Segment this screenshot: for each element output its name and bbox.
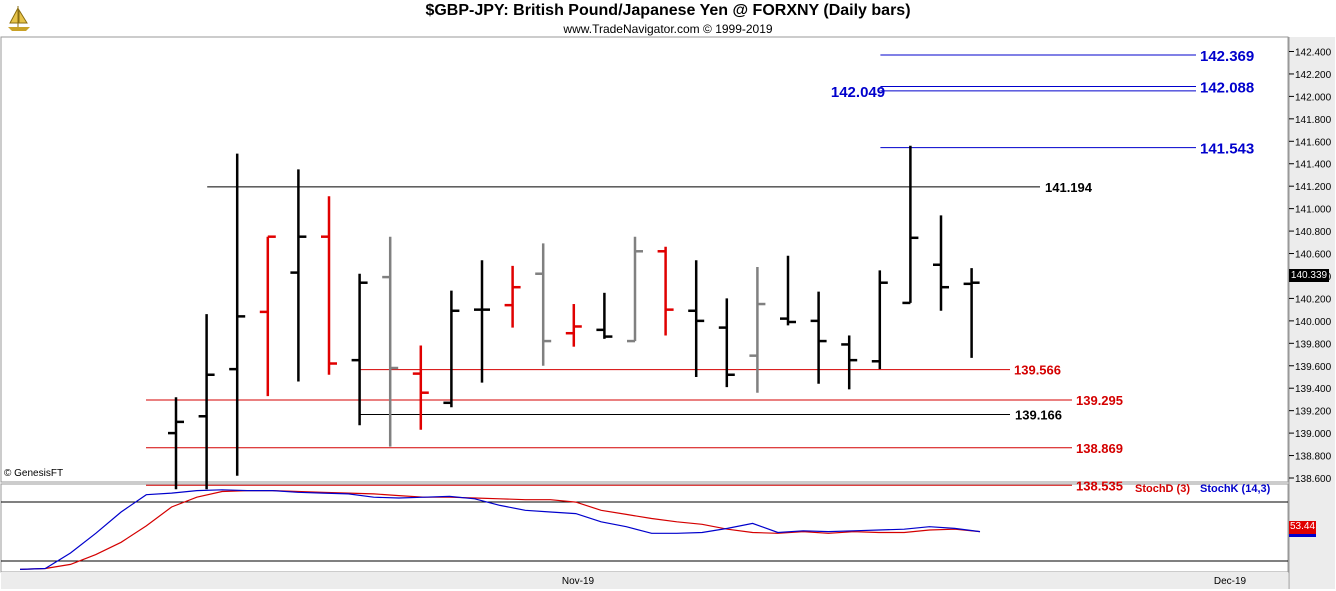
price-tick-label: 139.600 <box>1295 362 1332 373</box>
ohlc-bar <box>198 314 215 490</box>
date-label: Nov-19 <box>562 576 595 587</box>
ohlc-bar <box>810 291 827 384</box>
price-tick-label: 140.800 <box>1295 227 1332 238</box>
ohlc-bar <box>963 268 980 358</box>
price-tick-label: 139.000 <box>1295 429 1332 440</box>
ohlc-bar <box>596 292 613 339</box>
date-axis-strip <box>1 572 1288 589</box>
ohlc-bar <box>535 243 552 366</box>
ohlc-bar <box>168 397 184 490</box>
watermark: © GenesisFT <box>4 468 64 479</box>
ohlc-bar <box>412 345 429 430</box>
ohlc-bar <box>474 260 490 383</box>
price-tick-label: 138.800 <box>1295 452 1332 463</box>
price-tick-label: 141.400 <box>1295 160 1332 171</box>
price-tick-label: 142.200 <box>1295 70 1332 81</box>
ohlc-bar <box>504 265 521 328</box>
ohlc-bar <box>351 273 368 426</box>
ohlc-bar <box>688 260 705 377</box>
stoch-d-legend: StochD (3) <box>1135 483 1190 495</box>
level-label: 138.535 <box>1076 478 1123 493</box>
ohlc-bar <box>933 215 949 311</box>
price-tick-label: 141.000 <box>1295 205 1332 216</box>
price-tick-label: 141.200 <box>1295 182 1332 193</box>
price-bars <box>168 145 980 490</box>
ohlc-bar <box>657 246 674 336</box>
price-axis-strip <box>1289 37 1335 589</box>
price-tick-label: 139.200 <box>1295 407 1332 418</box>
level-label: 141.543 <box>1200 141 1254 158</box>
price-tick-label: 140.600 <box>1295 250 1332 261</box>
price-tick-label: 142.400 <box>1295 48 1332 59</box>
chart-subtitle: www.TradeNavigator.com © 1999-2019 <box>563 22 773 36</box>
date-axis: Nov-19 Dec-19 <box>562 576 1247 587</box>
ohlc-bar <box>902 145 919 305</box>
ohlc-bar <box>749 266 766 393</box>
level-label: 139.566 <box>1014 363 1061 378</box>
level-label: 142.049 <box>831 84 885 101</box>
ohlc-bar <box>841 335 858 390</box>
date-label: Dec-19 <box>1214 576 1247 587</box>
ohlc-bar <box>290 169 307 382</box>
ohlc-bar <box>871 270 888 370</box>
price-tick-label: 140.000 <box>1295 317 1332 328</box>
levels-layer: 142.369 142.088 142.049 141.543 141.194 139.5… <box>146 48 1254 493</box>
level-label: 142.369 <box>1200 48 1254 65</box>
price-tick-label: 139.400 <box>1295 384 1332 395</box>
ohlc-bar <box>443 290 460 408</box>
indicator-panel-frame <box>0 483 1289 573</box>
price-tick-label: 140.200 <box>1295 294 1332 305</box>
price-tick-label: 141.800 <box>1295 115 1332 126</box>
stoch-k-line <box>19 489 981 570</box>
level-label: 139.166 <box>1015 407 1062 422</box>
stoch-k-legend: StochK (14,3) <box>1200 483 1271 495</box>
stochastic-plot <box>19 489 981 570</box>
ohlc-bar <box>382 236 399 447</box>
price-tick-label: 139.800 <box>1295 339 1332 350</box>
ohlc-bar <box>627 236 643 343</box>
chart-title: $GBP-JPY: British Pound/Japanese Yen @ F… <box>425 2 911 19</box>
last-price-tag: 140.339 <box>1289 269 1329 282</box>
price-tick-label: 142.000 <box>1295 92 1332 103</box>
price-panel-frame <box>0 36 1289 483</box>
ohlc-bar <box>718 298 735 388</box>
level-label: 138.869 <box>1076 441 1123 456</box>
price-axis: 138.600 138.800 139.000 139.200 139.400 139.6… <box>1289 48 1332 485</box>
stoch-d-line <box>19 490 981 570</box>
level-label: 139.295 <box>1076 393 1123 408</box>
ohlc-bar <box>259 235 276 397</box>
price-tick-label: 138.600 <box>1295 474 1332 485</box>
stoch-value-tag: 53.44 <box>1289 521 1316 537</box>
ohlc-bar <box>780 255 796 326</box>
ohlc-bar <box>565 304 582 347</box>
ohlc-bar <box>321 196 337 375</box>
price-tick-label: 141.600 <box>1295 137 1332 148</box>
level-label: 141.194 <box>1045 180 1093 195</box>
ship-logo-icon <box>4 3 34 38</box>
ohlc-bar <box>229 153 246 476</box>
level-label: 142.088 <box>1200 80 1254 97</box>
